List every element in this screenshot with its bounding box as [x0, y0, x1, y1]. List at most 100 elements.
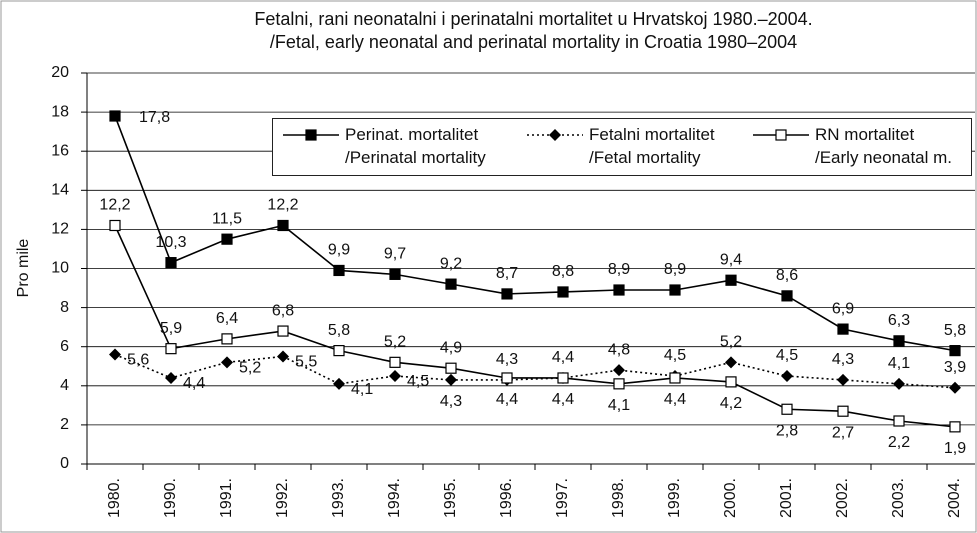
marker — [389, 356, 401, 368]
marker — [221, 356, 233, 369]
data-label: 6,8 — [272, 302, 294, 319]
marker — [557, 372, 569, 384]
data-label: 6,3 — [888, 312, 910, 329]
marker — [613, 284, 625, 296]
x-tick-label: 2001. — [778, 478, 795, 518]
data-label: 9,4 — [720, 251, 742, 268]
marker — [445, 278, 457, 290]
legend: Perinat. mortalitet /Perinatal mortality… — [272, 118, 972, 176]
data-label: 17,8 — [139, 109, 170, 126]
data-label: 4,1 — [608, 397, 630, 414]
x-tick-label: 2002. — [834, 478, 851, 518]
data-label: 8,7 — [496, 265, 518, 282]
marker — [445, 373, 457, 386]
legend-label: Perinat. mortalitet /Perinatal mortality — [345, 125, 486, 167]
data-label: 5,6 — [127, 352, 149, 369]
y-tick-label: 6 — [60, 338, 69, 355]
data-label: 12,2 — [99, 197, 130, 214]
data-label: 2,7 — [832, 424, 854, 441]
data-label: 4,3 — [832, 351, 854, 368]
data-label: 5,8 — [944, 322, 966, 339]
data-label: 5,9 — [160, 320, 182, 337]
y-tick-label: 8 — [60, 299, 69, 316]
y-tick-label: 18 — [51, 103, 69, 120]
data-label: 8,9 — [664, 261, 686, 278]
marker — [221, 333, 233, 345]
x-tick-label: 1991. — [218, 478, 235, 518]
x-tick-label: 1998. — [610, 478, 627, 518]
marker — [781, 370, 793, 383]
legend-symbol — [753, 129, 809, 141]
data-label: 8,8 — [552, 263, 574, 280]
data-label: 5,2 — [384, 334, 406, 351]
y-tick-label: 16 — [51, 142, 69, 159]
data-label: 10,3 — [155, 234, 186, 251]
marker — [277, 350, 289, 363]
legend-symbol — [283, 129, 339, 141]
y-axis-label: Pro mile — [15, 239, 32, 298]
x-tick-label: 1993. — [330, 478, 347, 518]
x-tick-label: 1994. — [386, 478, 403, 518]
y-tick-label: 20 — [51, 64, 69, 81]
data-label: 4,4 — [552, 391, 574, 408]
legend-label: RN mortalitet /Early neonatal m. — [815, 125, 953, 167]
data-label: 8,9 — [608, 261, 630, 278]
data-label: 12,2 — [267, 197, 298, 214]
marker — [669, 284, 681, 296]
data-label: 4,1 — [888, 355, 910, 372]
data-label: 5,8 — [328, 322, 350, 339]
data-label: 9,7 — [384, 246, 406, 263]
y-tick-label: 2 — [60, 416, 69, 433]
marker — [837, 323, 849, 335]
data-label: 4,3 — [440, 393, 462, 410]
marker — [949, 381, 961, 394]
data-label: 9,9 — [328, 242, 350, 259]
legend-symbol — [527, 129, 583, 141]
data-label: 9,2 — [440, 255, 462, 272]
marker — [725, 274, 737, 286]
data-label: 4,4 — [183, 375, 205, 392]
x-tick-label: 1999. — [666, 478, 683, 518]
x-tick-label: 1997. — [554, 478, 571, 518]
marker — [501, 288, 513, 300]
marker — [949, 345, 961, 357]
data-label: 4,1 — [351, 381, 373, 398]
x-tick-label: 1992. — [274, 478, 291, 518]
marker — [165, 257, 177, 269]
marker — [775, 129, 787, 141]
y-tick-label: 4 — [60, 377, 69, 394]
marker — [725, 356, 737, 369]
marker — [305, 129, 317, 141]
marker — [837, 405, 849, 417]
data-label: 6,4 — [216, 310, 238, 327]
marker — [613, 364, 625, 377]
chart-title: Fetalni, rani neonatalni i perinatalni m… — [254, 9, 813, 52]
marker — [165, 343, 177, 355]
data-label: 2,8 — [776, 422, 798, 439]
marker — [893, 335, 905, 347]
marker — [165, 371, 177, 384]
marker — [893, 415, 905, 427]
marker — [613, 378, 625, 390]
y-tick-label: 14 — [51, 182, 69, 199]
data-label: 8,6 — [776, 267, 798, 284]
marker — [893, 377, 905, 390]
marker — [277, 219, 289, 232]
data-label: 5,2 — [239, 360, 261, 377]
marker — [109, 219, 121, 232]
legend-label: Fetalni mortalitet /Fetal mortality — [589, 125, 715, 167]
data-label: 4,2 — [720, 395, 742, 412]
marker — [445, 362, 457, 374]
data-label: 4,9 — [440, 339, 462, 356]
data-label: 4,4 — [552, 349, 574, 366]
data-label: 4,5 — [664, 347, 686, 364]
data-label: 4,5 — [407, 373, 429, 390]
data-label: 4,5 — [776, 347, 798, 364]
y-tick-label: 0 — [60, 455, 69, 472]
data-label: 11,5 — [212, 210, 242, 227]
data-label: 4,4 — [496, 391, 518, 408]
data-label: 4,8 — [608, 341, 630, 358]
